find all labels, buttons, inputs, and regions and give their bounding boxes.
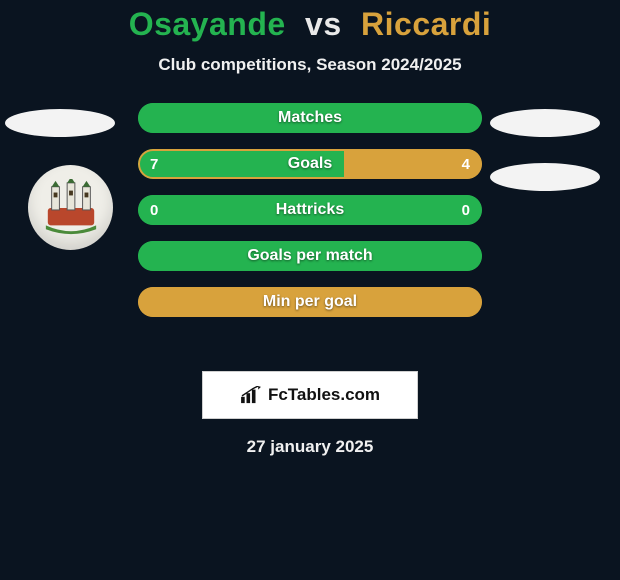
stat-label: Hattricks: [138, 195, 482, 225]
title-vs: vs: [305, 6, 342, 42]
bar-chart-icon: [240, 386, 262, 404]
stat-label: Min per goal: [138, 287, 482, 317]
stat-bar: Min per goal: [138, 287, 482, 317]
title-player2: Riccardi: [361, 6, 491, 42]
page-title: Osayande vs Riccardi: [0, 6, 620, 43]
content-root: Osayande vs Riccardi Club competitions, …: [0, 0, 620, 580]
stat-bar: Matches: [138, 103, 482, 133]
subtitle: Club competitions, Season 2024/2025: [0, 55, 620, 75]
stat-bars: Matches 74Goals 00Hattricks Goals per match…: [138, 103, 482, 333]
club-crest-icon: [42, 179, 100, 237]
stat-label: Matches: [138, 103, 482, 133]
stat-label: Goals: [138, 149, 482, 179]
placeholder-ellipse-left-1: [5, 109, 115, 137]
stat-bar: Goals per match: [138, 241, 482, 271]
club-badge: [28, 165, 113, 250]
source-logo-text: FcTables.com: [268, 385, 380, 405]
placeholder-ellipse-right-1: [490, 109, 600, 137]
snapshot-date: 27 january 2025: [0, 437, 620, 457]
stat-bar: 00Hattricks: [138, 195, 482, 225]
comparison-area: Matches 74Goals 00Hattricks Goals per match…: [0, 103, 620, 353]
stat-bar: 74Goals: [138, 149, 482, 179]
source-logo: FcTables.com: [202, 371, 418, 419]
placeholder-ellipse-right-2: [490, 163, 600, 191]
title-player1: Osayande: [129, 6, 286, 42]
stat-label: Goals per match: [138, 241, 482, 271]
